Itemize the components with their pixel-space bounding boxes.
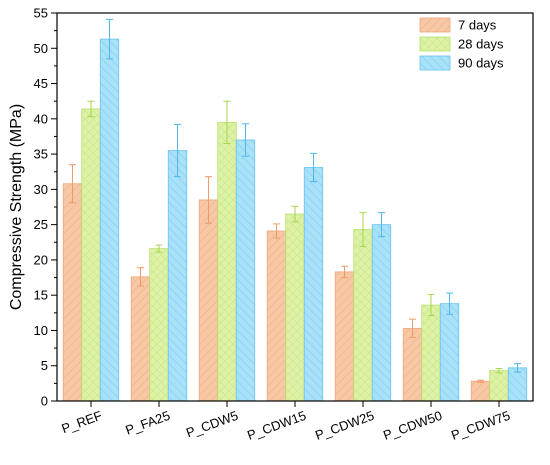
bar — [149, 248, 169, 402]
y-tick-label: 30 — [34, 182, 48, 197]
y-tick-label: 15 — [34, 288, 48, 303]
y-tick-label: 55 — [34, 6, 48, 21]
legend-swatch — [419, 17, 451, 33]
y-axis-title: Compressive Strength (MPa) — [8, 104, 25, 310]
bar — [62, 183, 83, 402]
y-tick-label: 25 — [34, 217, 48, 232]
x-tick-label: P_CDW50 — [381, 408, 444, 443]
bar — [81, 108, 101, 402]
bars — [62, 18, 528, 402]
bar — [285, 213, 305, 402]
y-tick-label: 35 — [34, 147, 48, 162]
bar — [198, 199, 219, 402]
bar — [303, 167, 324, 402]
x-tick-label: P_CDW25 — [313, 408, 376, 443]
x-axis-ticks: P_REF P_FA25 P_CDW5 P_CDW15 P_CDW25 P_CDW50 P_… — [60, 401, 512, 443]
bar — [266, 230, 287, 402]
bar — [507, 367, 528, 402]
plot-frame — [56, 12, 534, 402]
bar — [371, 224, 392, 402]
bar — [402, 327, 423, 402]
bar — [235, 139, 256, 402]
y-tick-label: 45 — [34, 76, 48, 91]
x-tick-label: P_CDW75 — [449, 408, 512, 443]
y-tick-label: 10 — [34, 323, 48, 338]
legend: 7 days 28 days 90 days — [419, 17, 504, 71]
legend-label: 7 days — [458, 18, 497, 33]
bar — [353, 229, 373, 402]
bar — [217, 121, 237, 402]
legend-label: 90 days — [458, 56, 504, 71]
bar — [167, 150, 188, 402]
legend-label: 28 days — [458, 37, 504, 52]
bar — [470, 380, 491, 402]
bar — [99, 38, 120, 402]
bar — [489, 370, 509, 402]
x-tick-label: P_FA25 — [123, 408, 172, 438]
y-tick-label: 5 — [41, 358, 48, 373]
legend-swatch — [419, 36, 451, 52]
bar — [130, 276, 151, 402]
bar — [439, 303, 460, 402]
y-tick-label: 20 — [34, 252, 48, 267]
y-tick-label: 50 — [34, 41, 48, 56]
bar — [334, 271, 355, 402]
legend-swatch — [419, 55, 451, 71]
y-tick-label: 40 — [34, 111, 48, 126]
y-axis-ticks: 0 5 10 15 20 25 30 35 40 45 50 55 — [34, 6, 57, 409]
x-tick-label: P_CDW5 — [184, 408, 240, 441]
y-tick-label: 0 — [41, 394, 48, 409]
x-tick-label: P_CDW15 — [245, 408, 308, 443]
bar — [421, 304, 441, 402]
x-tick-label: P_REF — [60, 408, 105, 436]
